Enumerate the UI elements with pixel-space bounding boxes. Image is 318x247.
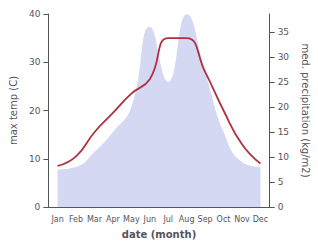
- svg-text:Oct: Oct: [217, 215, 231, 224]
- svg-text:Jul: Jul: [162, 215, 173, 224]
- svg-text:25: 25: [278, 77, 289, 87]
- svg-text:15: 15: [278, 127, 289, 137]
- svg-text:Feb: Feb: [69, 215, 83, 224]
- svg-text:Jun: Jun: [143, 215, 157, 224]
- svg-text:40: 40: [29, 9, 41, 19]
- svg-text:10: 10: [29, 154, 41, 164]
- svg-text:30: 30: [29, 57, 41, 67]
- svg-text:Jan: Jan: [50, 215, 63, 224]
- svg-text:35: 35: [278, 27, 289, 37]
- svg-text:5: 5: [278, 177, 284, 187]
- svg-text:30: 30: [278, 52, 290, 62]
- svg-text:Sep: Sep: [198, 215, 213, 224]
- svg-text:Nov: Nov: [234, 215, 250, 224]
- svg-text:Apr: Apr: [106, 215, 121, 224]
- svg-text:max temp (C): max temp (C): [8, 76, 19, 145]
- svg-text:Dec: Dec: [253, 215, 268, 224]
- svg-text:Aug: Aug: [179, 215, 195, 224]
- svg-text:10: 10: [278, 152, 290, 162]
- svg-text:0: 0: [278, 202, 284, 212]
- svg-text:Mar: Mar: [87, 215, 103, 224]
- svg-text:May: May: [123, 215, 140, 224]
- svg-text:date (month): date (month): [122, 229, 196, 240]
- svg-text:med. precipitation (kg/m2): med. precipitation (kg/m2): [300, 43, 311, 177]
- svg-text:0: 0: [35, 202, 41, 212]
- svg-text:20: 20: [29, 106, 41, 116]
- svg-text:20: 20: [278, 102, 290, 112]
